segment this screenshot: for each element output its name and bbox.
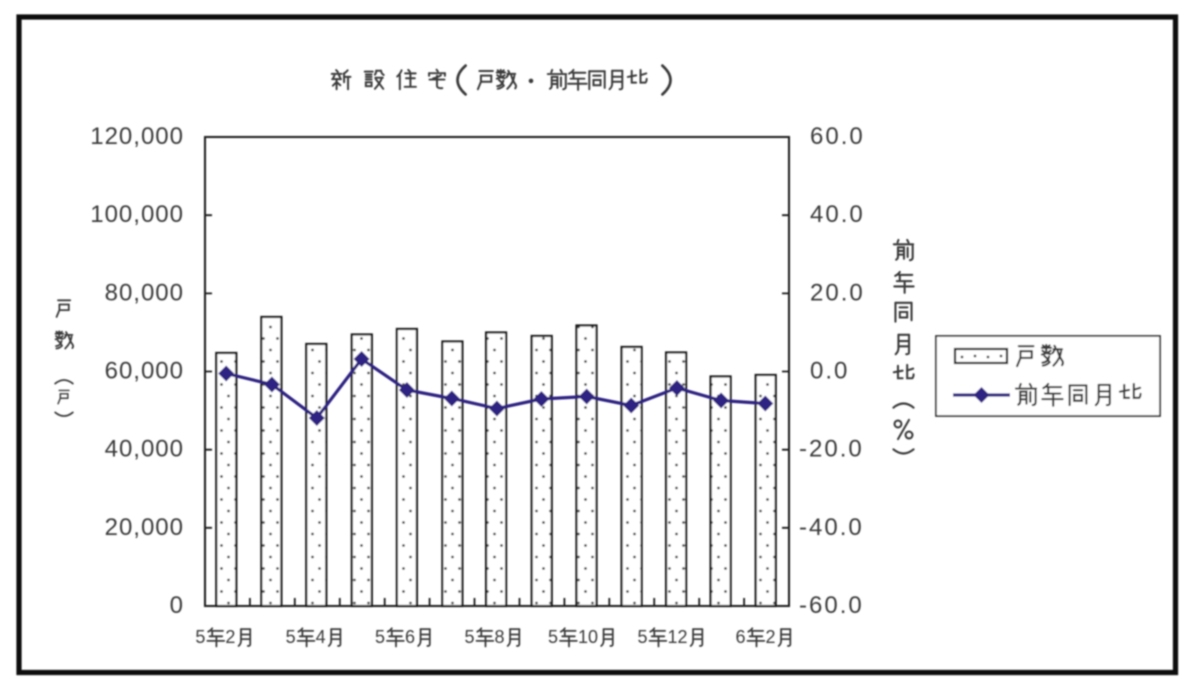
svg-text:120,000: 120,000 [90, 123, 184, 150]
svg-text:5: 5 [286, 627, 296, 647]
svg-text:6: 6 [736, 627, 746, 647]
svg-text:5: 5 [195, 627, 205, 647]
svg-text:-20.0: -20.0 [799, 436, 864, 463]
svg-text:60,000: 60,000 [105, 358, 184, 385]
svg-text:20,000: 20,000 [105, 514, 184, 541]
svg-text:4: 4 [316, 627, 326, 647]
svg-text:2: 2 [225, 627, 235, 647]
svg-text:5: 5 [465, 627, 475, 647]
svg-text:100,000: 100,000 [90, 201, 184, 228]
svg-text:5: 5 [548, 627, 558, 647]
svg-text:80,000: 80,000 [105, 279, 184, 306]
svg-text:5: 5 [638, 627, 648, 647]
svg-text:60.0: 60.0 [810, 123, 865, 150]
svg-text:0.0: 0.0 [810, 358, 849, 385]
svg-text:2: 2 [766, 627, 776, 647]
svg-text:20.0: 20.0 [810, 279, 865, 306]
svg-text:5: 5 [375, 627, 385, 647]
svg-text:6: 6 [405, 627, 415, 647]
svg-text:-60.0: -60.0 [799, 592, 864, 619]
svg-text:-40.0: -40.0 [799, 514, 864, 541]
svg-text:10: 10 [578, 627, 598, 647]
svg-text:40,000: 40,000 [105, 436, 184, 463]
svg-text:40.0: 40.0 [810, 201, 865, 228]
svg-text:12: 12 [668, 627, 688, 647]
svg-text:0: 0 [170, 592, 184, 619]
svg-text:8: 8 [495, 627, 505, 647]
